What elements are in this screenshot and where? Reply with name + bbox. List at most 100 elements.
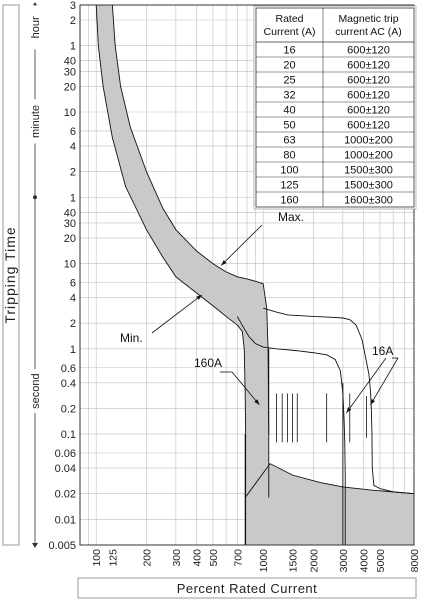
y-tick-label: 0.06 <box>55 448 76 460</box>
arrowhead-icon <box>221 260 227 266</box>
table-cell-magnetic: 600±120 <box>347 60 390 72</box>
annotations: Max. Min. 160A 16A <box>120 210 399 414</box>
y-tick-label: 0.2 <box>61 403 76 415</box>
annotation-16a-arrow <box>370 357 399 406</box>
x-tick-label: 2000 <box>308 549 320 573</box>
thermal-band-fill <box>96 5 269 545</box>
table-cell-rated: 100 <box>280 165 298 177</box>
y-tick-label: 30 <box>64 218 76 230</box>
table-cell-rated: 20 <box>283 60 295 72</box>
y-tick-label: 10 <box>64 259 76 271</box>
table-cell-magnetic: 600±120 <box>347 45 390 57</box>
x-tick-label: 300 <box>171 549 183 567</box>
table-cell-magnetic: 600±120 <box>347 90 390 102</box>
y-tick-label: 6 <box>70 126 76 138</box>
annotation-min-label: Min. <box>120 331 143 345</box>
table-cell-rated: 50 <box>283 120 295 132</box>
minute-label-bg <box>28 99 42 144</box>
table-cell-rated: 125 <box>280 180 298 192</box>
y-tick-label: 40 <box>64 207 76 219</box>
table-frame <box>255 7 415 208</box>
arrowhead-icon <box>196 294 202 300</box>
annotation-max-label: Max. <box>278 210 304 224</box>
y-title-panel <box>2 4 20 546</box>
table-cell-magnetic: 600±120 <box>347 120 390 132</box>
y-tick-label: 1 <box>70 41 76 53</box>
y-tick-label: 0.04 <box>55 463 76 475</box>
y-tick-label: 4 <box>70 293 76 305</box>
y-tick-label: 6 <box>70 278 76 290</box>
y-tick-label: 20 <box>64 233 76 245</box>
arrow-down-icon <box>32 543 38 548</box>
x-tick-label: 700 <box>232 549 244 567</box>
y-tick-label: 1 <box>70 344 76 356</box>
x-tick-label: 3000 <box>338 549 350 573</box>
table-cell-rated: 160 <box>280 195 298 207</box>
table-header-magnetic-line1: Magnetic trip <box>338 13 398 25</box>
annotation-160a-arrow <box>231 371 260 406</box>
x-tick-label: 1500 <box>288 549 300 573</box>
y-tick-label: 3 <box>70 0 76 12</box>
y-tick-label: 0.01 <box>55 514 76 526</box>
arrowhead-icon <box>254 399 260 405</box>
annotation-16a-arrow-2 <box>346 357 387 414</box>
annotation-16a-label: 16A <box>372 344 393 358</box>
y-tick-label: 2 <box>70 318 76 330</box>
series-line-16a <box>263 307 415 495</box>
x-tick-label: 4000 <box>359 549 371 573</box>
table-cell-rated: 16 <box>283 45 295 57</box>
y-tick-label: 0.6 <box>61 363 76 375</box>
table-cell-magnetic: 1500±300 <box>344 165 393 177</box>
table-cell-magnetic: 1000±200 <box>344 135 393 147</box>
y-axis-title: Tripping Time <box>2 226 18 323</box>
table-header-magnetic-line2: current AC (A) <box>335 26 402 38</box>
series-layer <box>95 4 415 545</box>
x-tick-labels: 100 125 200 300 400 500 700 1000 1500 2000 3000 400… <box>91 549 421 573</box>
unit-divider-dot <box>33 195 37 200</box>
annotation-min-arrow <box>151 294 203 334</box>
table-header-rated-line1: Rated <box>275 13 303 25</box>
arrowhead-icon <box>370 398 376 405</box>
y-tick-label: 4 <box>70 141 76 153</box>
series-line-max <box>111 4 270 435</box>
y-tick-label: 1 <box>70 192 76 204</box>
y-tick-label: 0.1 <box>61 429 76 441</box>
magnetic-region-fill <box>245 463 414 545</box>
table-cell-rated: 80 <box>283 150 295 162</box>
y-tick-label: 2 <box>70 167 76 179</box>
table-cell-magnetic: 1600±300 <box>344 195 393 207</box>
y-tick-label: 10 <box>64 107 76 119</box>
table-cell-magnetic: 600±120 <box>347 105 390 117</box>
x-tick-label: 100 <box>91 549 103 567</box>
table-cell-magnetic: 600±120 <box>347 75 390 87</box>
hour-label: hour <box>30 16 42 38</box>
y-tick-label: 40 <box>64 56 76 68</box>
hour-label-bg <box>28 5 42 50</box>
table-cell-rated: 63 <box>283 135 295 147</box>
x-tick-label: 8000 <box>409 549 421 573</box>
annotation-max-arrow <box>220 224 263 266</box>
x-title-panel <box>77 577 417 599</box>
table-cell-rated: 32 <box>283 90 295 102</box>
table-cell-magnetic: 1500±300 <box>344 180 393 192</box>
x-axis-title: Percent Rated Current <box>177 581 318 596</box>
y-tick-label: 30 <box>64 66 76 78</box>
magnetic-floor-line <box>244 463 415 498</box>
table-header-rated-line2: Current (A) <box>264 26 316 38</box>
series-line-min <box>95 4 247 545</box>
y-tick-label: 0.02 <box>55 489 76 501</box>
minute-label: minute <box>30 105 42 138</box>
x-tick-label: 400 <box>192 549 204 567</box>
y-tick-label: 2 <box>70 15 76 27</box>
table-cell-magnetic: 1000±200 <box>344 150 393 162</box>
plot-frame <box>79 4 415 546</box>
x-tick-label: 500 <box>208 549 220 567</box>
y-tick-label: 20 <box>64 81 76 93</box>
second-label-bg <box>28 369 42 414</box>
table-cell-rated: 40 <box>283 105 295 117</box>
y-tick-label: 0.005 <box>48 540 76 552</box>
x-tick-label: 5000 <box>375 549 387 573</box>
y-tick-labels: 3214030201064214030201064210.60.40.20.10… <box>48 0 76 552</box>
